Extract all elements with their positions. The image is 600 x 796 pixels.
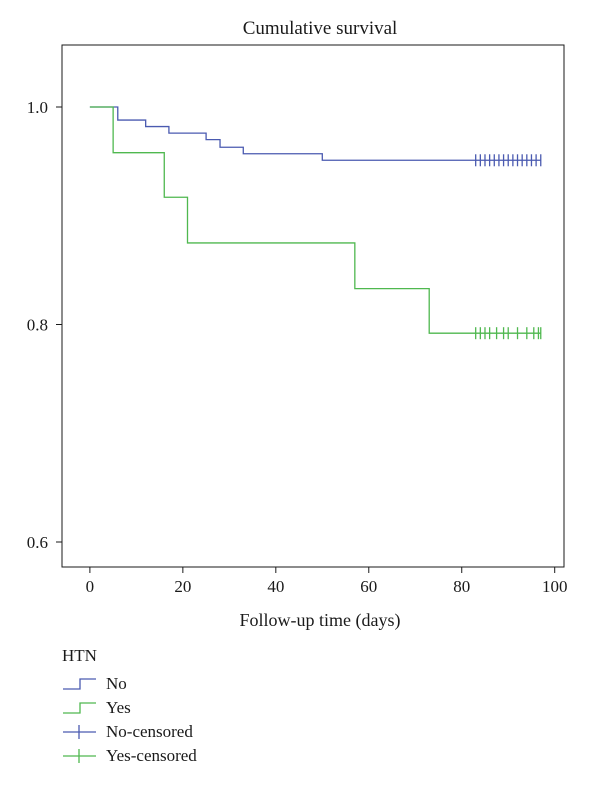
- legend-item-yes-censored: Yes-censored: [62, 744, 197, 768]
- x-tick-label: 40: [267, 577, 284, 596]
- axis-ticks: 0 20 40 60 80 100 0.6 0.8 1.0: [27, 98, 568, 596]
- legend: HTN No Yes No-censored Yes-censored: [62, 646, 197, 768]
- x-axis-label: Follow-up time (days): [240, 610, 401, 631]
- survival-line-yes: [89, 106, 541, 334]
- legend-item-no: No: [62, 672, 197, 696]
- legend-label-yes: Yes: [106, 698, 131, 717]
- series-layer: [89, 106, 542, 340]
- legend-swatch-yes: [63, 702, 96, 714]
- survival-line-no: [89, 106, 541, 161]
- km-plot: 0 20 40 60 80 100 0.6 0.8 1.0 Follow-up time (da…: [27, 44, 568, 631]
- legend-item-yes: Yes: [62, 696, 197, 720]
- plot-frame: [61, 44, 565, 568]
- y-tick-label: 0.6: [27, 533, 48, 552]
- legend-title: HTN: [62, 646, 97, 665]
- legend-label-no-censored: No-censored: [106, 722, 193, 741]
- x-tick-label: 80: [453, 577, 470, 596]
- y-tick-label: 0.8: [27, 315, 48, 334]
- x-tick-label: 60: [360, 577, 377, 596]
- chart-title: Cumulative survival: [242, 18, 398, 39]
- legend-swatch-no-censored: [63, 725, 96, 739]
- x-tick-label: 0: [86, 577, 95, 596]
- x-tick-label: 100: [542, 577, 568, 596]
- legend-label-no: No: [106, 674, 127, 693]
- x-tick-label: 20: [174, 577, 191, 596]
- legend-label-yes-censored: Yes-censored: [106, 746, 197, 765]
- legend-swatch-yes-censored: [63, 749, 96, 763]
- legend-item-no-censored: No-censored: [62, 720, 197, 744]
- legend-swatch-no: [63, 678, 96, 690]
- y-tick-label: 1.0: [27, 98, 48, 117]
